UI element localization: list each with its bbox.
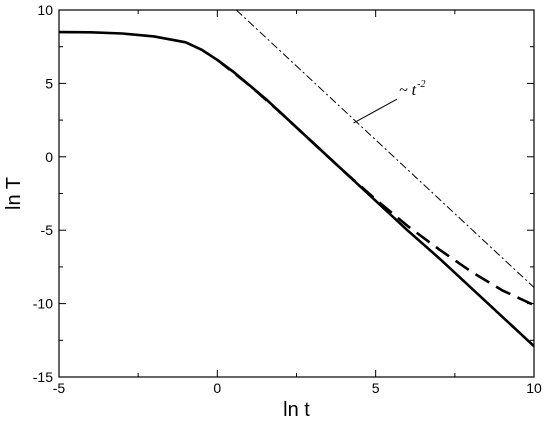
tick-labels: -5 0 5 10 10 5 0 -5 -10 -15 bbox=[33, 2, 542, 396]
annotation: ~ t -2 bbox=[353, 79, 425, 124]
series-line-dashed bbox=[216, 58, 534, 307]
annotation-pointer bbox=[353, 98, 398, 124]
y-tick-label: 0 bbox=[45, 149, 53, 165]
y-tick-label: -15 bbox=[33, 369, 53, 385]
x-axis-label: ln t bbox=[283, 399, 310, 421]
x-tick-label: -5 bbox=[53, 380, 66, 396]
series-line-solid bbox=[59, 30, 534, 348]
y-tick-label: -10 bbox=[33, 296, 53, 312]
series-line-dash-dot bbox=[235, 10, 534, 288]
axis-ticks bbox=[58, 9, 535, 378]
plot-border bbox=[58, 9, 535, 378]
x-tick-label: 5 bbox=[372, 380, 380, 396]
series-lines bbox=[59, 10, 534, 348]
annotation-text: ~ t bbox=[399, 82, 417, 99]
y-tick-label: -5 bbox=[41, 222, 54, 238]
y-axis-label: ln T bbox=[3, 177, 25, 210]
y-tick-label: 10 bbox=[37, 2, 53, 18]
x-tick-label: 0 bbox=[213, 380, 221, 396]
annotation-superscript: -2 bbox=[417, 79, 425, 90]
plot-frame bbox=[58, 9, 535, 378]
x-tick-label: 10 bbox=[526, 380, 542, 396]
y-tick-label: 5 bbox=[45, 75, 53, 91]
